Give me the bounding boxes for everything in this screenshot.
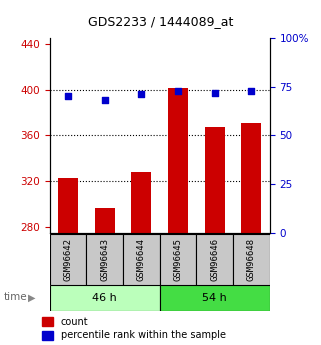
- Text: GDS2233 / 1444089_at: GDS2233 / 1444089_at: [88, 16, 233, 29]
- Text: GSM96643: GSM96643: [100, 238, 109, 280]
- Bar: [58, 178, 78, 233]
- Point: [249, 88, 254, 93]
- Bar: [241, 123, 261, 233]
- Point: [176, 88, 181, 93]
- Bar: [42, 331, 53, 340]
- Point: [212, 90, 217, 95]
- Point: [102, 98, 107, 103]
- Text: count: count: [61, 317, 89, 327]
- Bar: [160, 234, 196, 285]
- Bar: [86, 234, 123, 285]
- Point: [65, 94, 71, 99]
- Text: GSM96648: GSM96648: [247, 238, 256, 280]
- Text: ▶: ▶: [28, 293, 35, 302]
- Bar: [131, 172, 152, 233]
- Bar: [42, 317, 53, 326]
- Text: GSM96644: GSM96644: [137, 238, 146, 280]
- Text: time: time: [3, 293, 27, 302]
- Text: 54 h: 54 h: [202, 293, 227, 303]
- Bar: [233, 234, 270, 285]
- Bar: [50, 234, 86, 285]
- Bar: [168, 88, 188, 233]
- Text: 46 h: 46 h: [92, 293, 117, 303]
- Point: [139, 92, 144, 97]
- Bar: [160, 285, 270, 310]
- Text: GSM96642: GSM96642: [64, 238, 73, 280]
- Text: GSM96646: GSM96646: [210, 238, 219, 280]
- Bar: [95, 208, 115, 233]
- Bar: [196, 234, 233, 285]
- Bar: [204, 127, 225, 233]
- Bar: [50, 285, 160, 310]
- Text: GSM96645: GSM96645: [174, 238, 183, 280]
- Text: percentile rank within the sample: percentile rank within the sample: [61, 331, 226, 341]
- Bar: [123, 234, 160, 285]
